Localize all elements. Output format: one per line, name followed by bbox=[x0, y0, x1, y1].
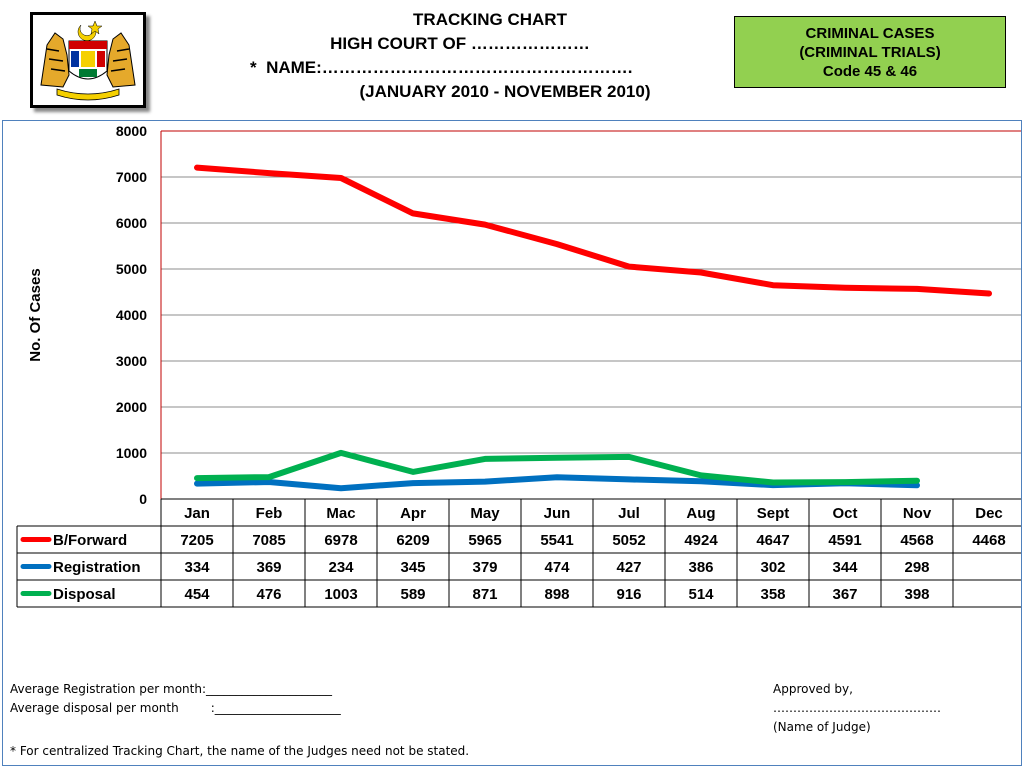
title-name-line: NAME:………………………………………………. bbox=[266, 58, 633, 77]
badge-line-1: CRIMINAL CASES bbox=[805, 25, 935, 42]
data-table-cell: 1003 bbox=[324, 586, 357, 603]
x-category-label: Jan bbox=[184, 505, 210, 522]
approval-block: Approved by, …………………………………… (Name of Jud… bbox=[773, 680, 941, 737]
averages-notes: Average Registration per month:_________… bbox=[10, 680, 341, 718]
coat-of-arms-icon bbox=[30, 12, 146, 108]
data-table-cell: 474 bbox=[544, 559, 570, 576]
data-table-cell: 358 bbox=[760, 586, 785, 603]
approved-by-label: Approved by, bbox=[773, 682, 853, 696]
y-axis-label: No. Of Cases bbox=[27, 268, 44, 361]
data-table-cell: 4647 bbox=[756, 532, 789, 549]
y-tick-label: 4000 bbox=[116, 307, 147, 323]
x-category-label: Feb bbox=[256, 505, 283, 522]
data-table-cell: 398 bbox=[904, 586, 929, 603]
chart-panel: 0 1000 2000 3000 4000 5000 6000 7000 8000 No. Of … bbox=[2, 120, 1022, 766]
data-table-cell: 345 bbox=[400, 559, 425, 576]
data-table-cell: 6978 bbox=[324, 532, 357, 549]
title-line-4: (JANUARY 2010 - NOVEMBER 2010) bbox=[359, 82, 651, 101]
data-table-cell: 379 bbox=[472, 559, 497, 576]
x-category-label: Sept bbox=[757, 505, 790, 522]
legend-label: Registration bbox=[53, 559, 141, 576]
y-tick-label: 0 bbox=[139, 491, 147, 507]
avg-disposal-blank: :_____________________ bbox=[210, 701, 341, 715]
x-category-label: Apr bbox=[400, 505, 426, 522]
data-table-cell: 367 bbox=[832, 586, 857, 603]
legend-label: Disposal bbox=[53, 586, 116, 603]
title-line-3: * NAME:………………………………………………. bbox=[240, 56, 740, 80]
line-chart: 0 1000 2000 3000 4000 5000 6000 7000 8000 No. Of … bbox=[16, 123, 1021, 608]
data-table-cell: 427 bbox=[616, 559, 641, 576]
data-table-cell: 4591 bbox=[828, 532, 861, 549]
avg-disposal-line: Average disposal per month :_____________… bbox=[10, 699, 341, 718]
title-line-2: HIGH COURT OF ………………… bbox=[330, 34, 590, 53]
data-table-cell: 234 bbox=[328, 559, 354, 576]
y-tick-label: 2000 bbox=[116, 399, 147, 415]
x-category-label: Aug bbox=[686, 505, 715, 522]
chart-title-block: TRACKING CHART HIGH COURT OF ………………… * N… bbox=[240, 8, 740, 104]
y-tick-label: 8000 bbox=[116, 123, 147, 139]
judge-name-label: (Name of Judge) bbox=[773, 720, 871, 734]
title-line-1: TRACKING CHART bbox=[413, 10, 567, 29]
series-line-disposal bbox=[194, 449, 920, 486]
data-table-cell: 298 bbox=[904, 559, 929, 576]
y-tick-label: 6000 bbox=[116, 215, 147, 231]
x-category-label: Dec bbox=[975, 505, 1003, 522]
data-table-cell: 369 bbox=[256, 559, 281, 576]
x-category-label: Jun bbox=[544, 505, 571, 522]
case-type-badge: CRIMINAL CASES (CRIMINAL TRIALS) Code 45… bbox=[734, 16, 1006, 88]
avg-registration-line: Average Registration per month:_________… bbox=[10, 682, 333, 696]
data-table-cell: 334 bbox=[184, 559, 210, 576]
header: TRACKING CHART HIGH COURT OF ………………… * N… bbox=[0, 0, 1024, 118]
data-table-cell: 4568 bbox=[900, 532, 933, 549]
data-table-cell: 6209 bbox=[396, 532, 429, 549]
y-tick-label: 7000 bbox=[116, 169, 147, 185]
x-category-label: May bbox=[470, 505, 500, 522]
data-table-cell: 871 bbox=[472, 586, 497, 603]
data-table-cell: 344 bbox=[832, 559, 858, 576]
y-tick-label: 3000 bbox=[116, 353, 147, 369]
x-category-label: Mac bbox=[326, 505, 355, 522]
title-asterisk: * bbox=[250, 58, 257, 77]
y-tick-label: 5000 bbox=[116, 261, 147, 277]
data-table-cell: 7085 bbox=[252, 532, 285, 549]
data-table-cell: 4468 bbox=[972, 532, 1005, 549]
data-table-cell: 386 bbox=[688, 559, 713, 576]
data-table-cell: 898 bbox=[544, 586, 569, 603]
data-table-cell: 5541 bbox=[540, 532, 573, 549]
badge-line-2: (CRIMINAL TRIALS) bbox=[799, 44, 941, 61]
badge-line-3: Code 45 & 46 bbox=[822, 63, 918, 80]
data-table-cell: 5052 bbox=[612, 532, 645, 549]
x-category-label: Nov bbox=[903, 505, 932, 522]
data-table-cell: 4924 bbox=[684, 532, 718, 549]
data-table-cell: 514 bbox=[688, 586, 714, 603]
x-category-label: Oct bbox=[832, 505, 857, 522]
data-table-cell: 476 bbox=[256, 586, 281, 603]
data-table-cell: 7205 bbox=[180, 532, 213, 549]
x-category-label: Jul bbox=[618, 505, 640, 522]
data-table-cell: 302 bbox=[760, 559, 785, 576]
data-table-cell: 916 bbox=[616, 586, 641, 603]
footnote: * For centralized Tracking Chart, the na… bbox=[10, 744, 470, 758]
data-table-cell: 5965 bbox=[468, 532, 501, 549]
signature-line: …………………………………… bbox=[773, 701, 941, 715]
legend-label: B/Forward bbox=[53, 532, 127, 549]
y-tick-label: 1000 bbox=[116, 445, 147, 461]
avg-disposal-label: Average disposal per month bbox=[10, 701, 179, 715]
data-table-cell: 589 bbox=[400, 586, 425, 603]
series-line-b-forward bbox=[194, 164, 992, 297]
data-table-cell: 454 bbox=[184, 586, 210, 603]
